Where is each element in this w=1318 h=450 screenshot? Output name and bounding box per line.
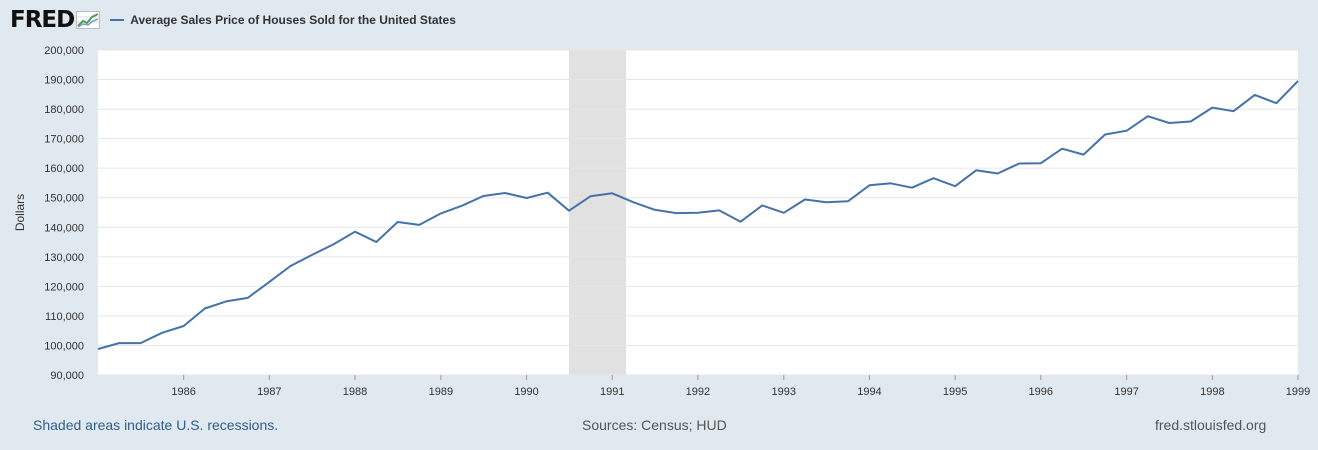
site-link[interactable]: fred.stlouisfed.org — [1155, 417, 1267, 433]
x-tick-label: 1987 — [257, 386, 281, 398]
x-tick-label: 1995 — [943, 386, 967, 398]
x-tick-label: 1993 — [772, 386, 796, 398]
y-tick-label: 150,000 — [44, 193, 84, 205]
legend-series-title: Average Sales Price of Houses Sold for t… — [130, 13, 456, 27]
y-tick-label: 170,000 — [44, 134, 84, 146]
legend-line-swatch — [110, 19, 125, 21]
x-tick-label: 1999 — [1286, 386, 1310, 398]
logo-graph-icon — [76, 11, 101, 29]
x-tick-label: 1996 — [1029, 386, 1053, 398]
y-tick-label: 160,000 — [44, 163, 84, 175]
series-line — [97, 80, 1299, 350]
fred-logo[interactable]: FRED — [10, 7, 101, 33]
y-tick-label: 100,000 — [44, 340, 84, 352]
y-axis-label: Dollars — [13, 194, 27, 231]
x-tick-label: 1991 — [600, 386, 624, 398]
legend[interactable]: Average Sales Price of Houses Sold for t… — [110, 13, 456, 27]
x-tick-label: 1994 — [857, 386, 881, 398]
y-tick-label: 130,000 — [44, 252, 84, 264]
x-tick-label: 1992 — [686, 386, 710, 398]
x-tick-label: 1990 — [514, 386, 538, 398]
x-tick-label: 1998 — [1200, 386, 1224, 398]
sources-text: Sources: Census; HUD — [582, 417, 727, 433]
y-tick-label: 90,000 — [50, 370, 84, 382]
y-tick-label: 190,000 — [44, 75, 84, 87]
x-tick-label: 1997 — [1114, 386, 1138, 398]
x-tick-label: 1986 — [171, 386, 195, 398]
logo-text: FRED — [10, 7, 75, 33]
y-tick-label: 180,000 — [44, 104, 84, 116]
recession-band — [569, 50, 627, 375]
y-tick-label: 140,000 — [44, 222, 84, 234]
recession-note-link[interactable]: Shaded areas indicate U.S. recessions. — [33, 417, 279, 433]
header: FRED Average Sales Price of Houses Sold … — [10, 6, 456, 34]
y-tick-label: 110,000 — [45, 311, 84, 323]
x-tick-label: 1989 — [429, 386, 453, 398]
x-tick-label: 1988 — [343, 386, 367, 398]
line-chart: 90,000 100,000 110,000 120,000 130,000 140,00… — [13, 45, 1310, 398]
y-tick-label: 200,000 — [44, 45, 84, 57]
y-tick-label: 120,000 — [44, 281, 84, 293]
